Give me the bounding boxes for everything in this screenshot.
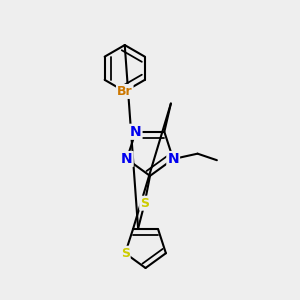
Text: N: N [121, 152, 133, 166]
Text: S: S [121, 247, 130, 260]
Text: N: N [167, 152, 179, 166]
Text: Br: Br [117, 85, 133, 98]
Text: S: S [140, 197, 149, 210]
Text: N: N [130, 125, 142, 139]
